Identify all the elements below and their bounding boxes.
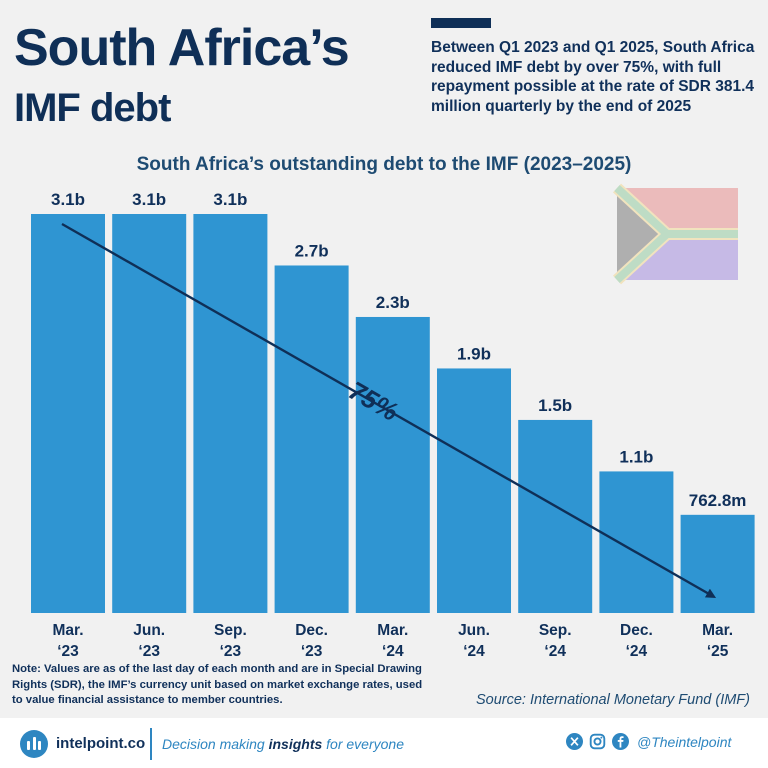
x-icon[interactable] (566, 733, 583, 750)
x-tick-label: ‘24 (463, 643, 485, 660)
bar-chart: 3.1b 3.1b 3.1b 2.7b 2.3b 1.9b 1.5b 1.1b 762.8m M… (31, 183, 755, 660)
title-line-2: IMF debt (14, 86, 171, 130)
summary-text: Between Q1 2023 and Q1 2025, South Afric… (431, 39, 755, 115)
trend-arrow (61, 222, 717, 598)
footer-divider (150, 728, 152, 760)
instagram-icon[interactable] (589, 733, 606, 750)
bar-value-label: 3.1b (51, 190, 85, 209)
bar-value-label: 1.9b (457, 344, 491, 363)
x-tick-label: ‘24 (382, 643, 404, 660)
bar-value-label: 1.5b (538, 396, 572, 415)
bar (437, 368, 511, 613)
bar-value-label: 2.7b (295, 241, 329, 260)
x-tick-label: ‘23 (220, 643, 242, 660)
facebook-icon[interactable] (612, 733, 629, 750)
bar (518, 419, 593, 613)
x-tick-label: Jun. (133, 622, 165, 639)
bar (599, 471, 674, 613)
x-tick-label: ‘25 (707, 643, 729, 660)
bar (680, 514, 755, 613)
south-africa-flag-icon (612, 183, 738, 285)
x-tick-label: Dec. (620, 622, 653, 639)
x-tick-label: ‘23 (138, 643, 160, 660)
chart-note: Note: Values are as of the last day of e… (12, 663, 423, 706)
bar-value-label: 3.1b (213, 190, 247, 209)
x-tick-label: Sep. (539, 622, 572, 639)
bar (355, 316, 430, 613)
bar (274, 265, 349, 613)
bar (112, 214, 187, 613)
x-tick-label: ‘24 (544, 643, 566, 660)
bar-value-label: 2.3b (376, 293, 410, 312)
x-tick-label: ‘23 (301, 643, 323, 660)
brand-name: intelpoint.co (56, 735, 146, 752)
bar (193, 214, 268, 613)
x-tick-label: ‘23 (57, 643, 79, 660)
x-tick-label: Mar. (702, 622, 733, 639)
x-tick-label: Mar. (377, 622, 408, 639)
tagline-end: for everyone (322, 736, 404, 752)
x-tick-label: ‘24 (626, 643, 648, 660)
x-tick-label: Sep. (214, 622, 247, 639)
tagline-start: Decision making (162, 736, 269, 752)
bar (31, 214, 105, 613)
accent-bar (431, 18, 491, 28)
source-text: Source: International Monetary Fund (IMF… (475, 692, 750, 708)
bar-value-label: 1.1b (619, 447, 653, 466)
page-title: South Africa’s IMF debt (14, 18, 350, 132)
tagline: Decision making insights for everyone (162, 736, 404, 752)
bar-value-label: 762.8m (689, 491, 747, 510)
title-line-1: South Africa’s (14, 19, 350, 77)
social-handle[interactable]: @Theintelpoint (637, 733, 732, 750)
footer: intelpoint.co Decision making insights f… (0, 718, 768, 768)
x-tick-label: Jun. (458, 622, 490, 639)
chart-title: South Africa’s outstanding debt to the I… (136, 154, 632, 175)
social-links: @Theintelpoint (566, 733, 731, 750)
bar-value-label: 3.1b (132, 190, 166, 209)
tagline-bold: insights (268, 736, 323, 752)
intelpoint-logo-icon (20, 730, 48, 758)
x-tick-label: Mar. (52, 622, 83, 639)
x-tick-label: Dec. (295, 622, 328, 639)
